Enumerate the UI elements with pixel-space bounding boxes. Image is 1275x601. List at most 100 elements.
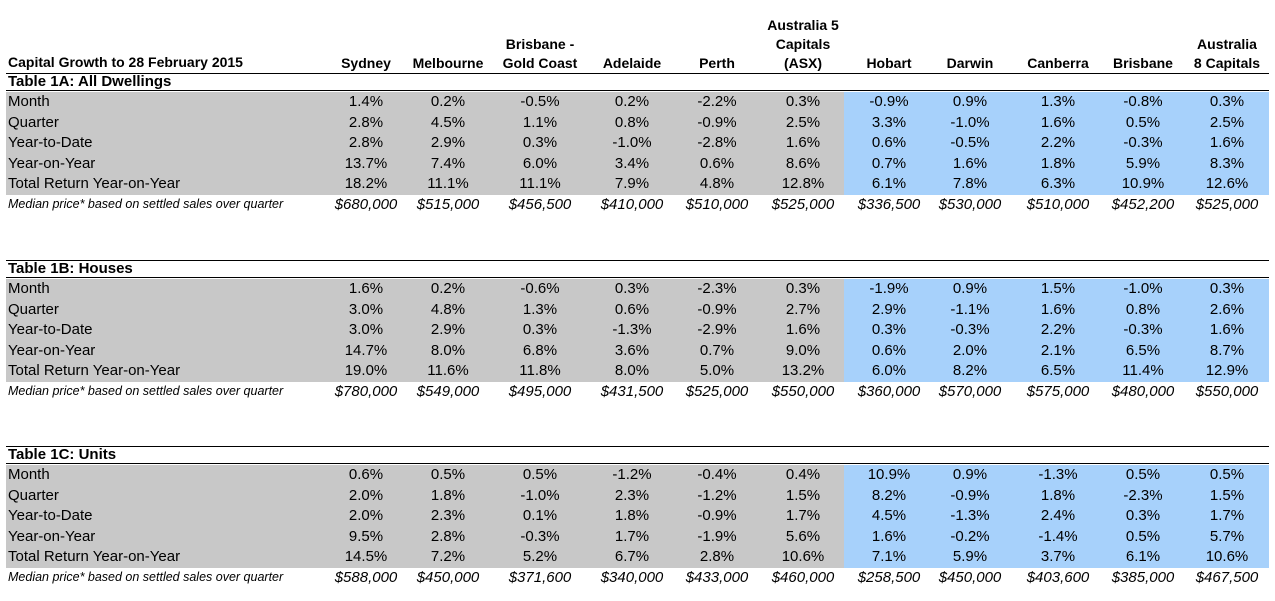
table-cell: 0.2% xyxy=(430,93,466,110)
median-price-cell: $410,000 xyxy=(600,196,664,213)
table-cell: 8.0% xyxy=(430,341,466,359)
table-cell: 7.4% xyxy=(430,154,466,172)
table-cell: 4.8% xyxy=(430,300,466,318)
table-cell: 0.3% xyxy=(871,321,907,339)
table-row: Year-to-Date 2.8% 2.9% 0.3% -1.0% -2.8% 1.6% 0.… xyxy=(0,133,1275,154)
median-price-cell: $452,200 xyxy=(1111,196,1175,213)
table-cell: 10.9% xyxy=(1121,175,1165,193)
table-cell: 8.3% xyxy=(1209,154,1245,172)
median-price-cell: $510,000 xyxy=(685,196,749,213)
table-cell: 0.9% xyxy=(952,93,988,110)
median-price-row: Median price* based on settled sales ove… xyxy=(0,382,1275,402)
table-cell: -1.2% xyxy=(697,486,737,504)
table-cell: 1.6% xyxy=(1209,321,1245,339)
table-cell: 1.6% xyxy=(1040,300,1076,318)
table-cell: 0.3% xyxy=(1209,280,1245,297)
table-cell: 1.3% xyxy=(522,300,558,318)
table-cell: 11.8% xyxy=(519,362,561,380)
table-cell: 7.8% xyxy=(952,175,988,193)
table-cell: 2.7% xyxy=(785,300,821,318)
table-cell: 2.5% xyxy=(1209,113,1245,131)
table-cell: 6.1% xyxy=(871,175,907,193)
table-cell: 9.0% xyxy=(785,341,821,359)
table-cell: 7.1% xyxy=(871,548,907,566)
table-cell: -0.9% xyxy=(950,486,990,504)
grey-band xyxy=(6,92,844,195)
median-price-cell: $480,000 xyxy=(1111,383,1175,400)
report-title: Capital Growth to 28 February 2015 xyxy=(8,54,243,70)
median-price-cell: $403,600 xyxy=(1026,569,1090,586)
table-cell: 1.6% xyxy=(785,321,821,339)
table-cell: 0.2% xyxy=(614,93,650,110)
table-cell: 5.9% xyxy=(1125,154,1161,172)
table-cell: -1.0% xyxy=(1123,280,1163,297)
table-cell: 1.8% xyxy=(614,507,650,525)
row-label: Year-to-Date xyxy=(8,134,93,152)
table-cell: -1.3% xyxy=(612,321,652,339)
column-header: Canberra xyxy=(1027,55,1089,71)
table-title: Table 1C: Units xyxy=(8,446,117,463)
table-cell: 6.5% xyxy=(1040,362,1076,380)
table-cell: 0.3% xyxy=(522,321,558,339)
median-price-cell: $258,500 xyxy=(857,569,921,586)
table-cell: 10.6% xyxy=(781,548,825,566)
table-cell: 10.6% xyxy=(1205,548,1249,566)
table-cell: 2.2% xyxy=(1040,134,1076,152)
table-cell: 0.1% xyxy=(522,507,558,525)
table-cell: 4.5% xyxy=(430,113,466,131)
table-cell: 1.6% xyxy=(785,134,821,152)
table-row: Total Return Year-on-Year 14.5% 7.2% 5.2% 6.… xyxy=(0,547,1275,568)
table-row: Quarter 2.8% 4.5% 1.1% 0.8% -0.9% 2.5% 3.3% -1.0… xyxy=(0,113,1275,134)
table-title-row: Table 1B: Houses xyxy=(6,260,1269,278)
row-label: Quarter xyxy=(8,113,59,131)
median-price-cell: $570,000 xyxy=(938,383,1002,400)
row-label: Total Return Year-on-Year xyxy=(8,175,181,193)
table-cell: 1.7% xyxy=(785,507,821,525)
table-title-row: Table 1C: Units xyxy=(6,446,1269,464)
table-cell: 2.9% xyxy=(430,321,466,339)
table-cell: 2.5% xyxy=(785,113,821,131)
table-cell: -1.2% xyxy=(612,466,652,483)
table-cell: 8.6% xyxy=(785,154,821,172)
table-cell: 0.5% xyxy=(1125,527,1161,545)
median-price-cell: $550,000 xyxy=(771,383,835,400)
median-price-cell: $525,000 xyxy=(771,196,835,213)
table-cell: -1.3% xyxy=(950,507,990,525)
column-header: (ASX) xyxy=(783,55,823,71)
table-cell: 6.3% xyxy=(1040,175,1076,193)
table-cell: 12.8% xyxy=(781,175,825,193)
table-cell: 14.7% xyxy=(344,341,388,359)
table-cell: -2.8% xyxy=(697,134,737,152)
table-cell: 5.6% xyxy=(785,527,821,545)
table-cell: 1.6% xyxy=(952,154,988,172)
table-cell: 2.8% xyxy=(348,113,384,131)
table-cell: 2.2% xyxy=(1040,321,1076,339)
column-header: Hobart xyxy=(866,55,912,71)
median-price-cell: $588,000 xyxy=(334,569,398,586)
median-price-cell: $450,000 xyxy=(416,569,480,586)
table-cell: 18.2% xyxy=(344,175,388,193)
table-cell: 4.5% xyxy=(871,507,907,525)
column-header: Australia xyxy=(1197,36,1257,52)
table-cell: -2.2% xyxy=(697,93,737,110)
table-cell: -0.5% xyxy=(950,134,990,152)
table-cell: 0.8% xyxy=(1125,300,1161,318)
table-cell: 2.8% xyxy=(348,134,384,152)
blue-band xyxy=(844,279,1269,382)
table-cell: 0.3% xyxy=(1209,93,1245,110)
median-price-cell: $450,000 xyxy=(938,569,1002,586)
blue-band xyxy=(844,465,1269,568)
column-header: 8 Capitals xyxy=(1193,55,1261,71)
median-price-cell: $515,000 xyxy=(416,196,480,213)
median-price-cell: $360,000 xyxy=(857,383,921,400)
table-cell: 5.7% xyxy=(1209,527,1245,545)
median-price-cell: $431,500 xyxy=(600,383,664,400)
median-price-cell: $530,000 xyxy=(938,196,1002,213)
table-cell: 0.6% xyxy=(348,466,384,483)
table-row: Year-on-Year 9.5% 2.8% -0.3% 1.7% -1.9% 5.6% 1.… xyxy=(0,527,1275,548)
table-cell: 13.2% xyxy=(781,362,825,380)
table-cell: 3.6% xyxy=(614,341,650,359)
row-label: Year-to-Date xyxy=(8,507,93,525)
table-cell: 0.3% xyxy=(785,280,821,297)
row-label: Month xyxy=(8,93,50,110)
